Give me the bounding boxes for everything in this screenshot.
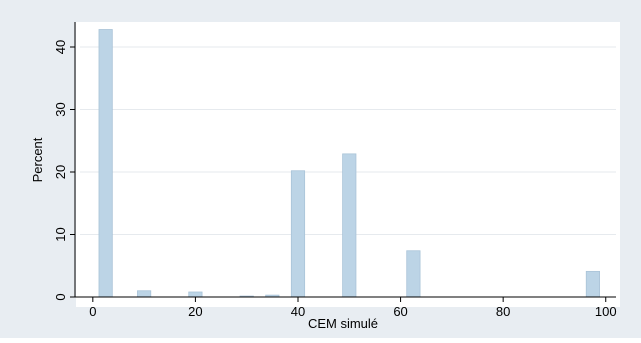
y-axis-ticks: 0 10 20 30 40 bbox=[53, 40, 75, 301]
bar-7 bbox=[406, 250, 421, 298]
x-tick-label-20: 20 bbox=[188, 304, 202, 319]
x-tick-label-100: 100 bbox=[595, 304, 617, 319]
bars bbox=[98, 29, 600, 298]
bar-2 bbox=[188, 291, 203, 298]
y-tick-label-40: 40 bbox=[53, 40, 68, 54]
bar-8 bbox=[585, 270, 600, 298]
x-axis-label: CEM simulé bbox=[308, 316, 378, 331]
bar-5 bbox=[290, 170, 306, 298]
y-axis-label: Percent bbox=[30, 137, 45, 182]
x-tick-label-0: 0 bbox=[89, 304, 96, 319]
y-tick-label-0: 0 bbox=[53, 293, 68, 300]
y-tick-label-20: 20 bbox=[53, 165, 68, 179]
x-axis-ticks: 0 20 40 60 80 100 bbox=[89, 297, 617, 319]
bar-1 bbox=[137, 290, 152, 298]
x-tick-label-60: 60 bbox=[393, 304, 407, 319]
bar-6 bbox=[342, 153, 357, 298]
y-tick-label-10: 10 bbox=[53, 227, 68, 241]
bar-0 bbox=[98, 29, 113, 298]
x-tick-label-40: 40 bbox=[291, 304, 305, 319]
x-tick-label-80: 80 bbox=[496, 304, 510, 319]
y-tick-label-30: 30 bbox=[53, 102, 68, 116]
